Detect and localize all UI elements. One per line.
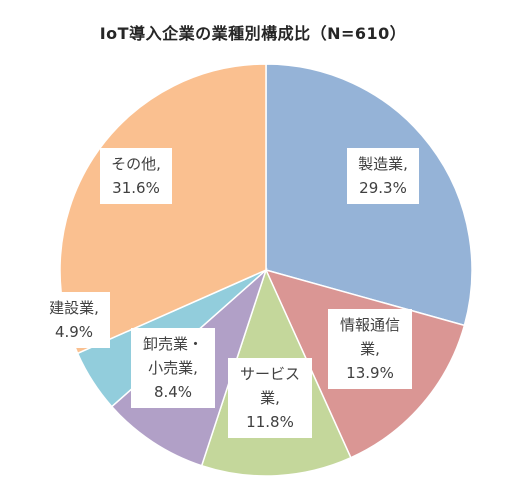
data-label-other: その他, 31.6% <box>100 148 172 204</box>
data-label-line: 13.9% <box>346 364 394 382</box>
data-label-wholesale-retail: 卸売業・小売業, 8.4% <box>131 328 215 408</box>
data-label-manufacturing: 製造業, 29.3% <box>347 148 419 204</box>
data-label-line: サービス <box>239 365 300 383</box>
data-label-line: 8.4% <box>153 383 193 401</box>
data-label-line: 小売業, <box>148 359 198 377</box>
data-label-services: サービス業, 11.8% <box>228 358 312 438</box>
data-label-line: 卸売業・ <box>142 335 203 353</box>
data-label-line: 29.3% <box>359 179 407 197</box>
data-label-construction: 建設業, 4.9% <box>38 292 110 348</box>
data-label-line: 建設業, <box>49 299 99 317</box>
data-label-line: 情報通信 <box>339 316 400 334</box>
chart-title: IoT導入企業の業種別構成比（N=610） <box>99 24 407 43</box>
data-label-line: 業, <box>360 340 380 358</box>
data-label-line: 4.9% <box>54 323 94 341</box>
data-label-line: その他, <box>111 155 161 173</box>
data-label-line: 11.8% <box>246 413 294 431</box>
data-label-line: 製造業, <box>358 155 408 173</box>
data-label-line: 業, <box>260 389 280 407</box>
data-label-line: 31.6% <box>112 179 160 197</box>
data-label-info-comm: 情報通信業, 13.9% <box>328 309 412 389</box>
